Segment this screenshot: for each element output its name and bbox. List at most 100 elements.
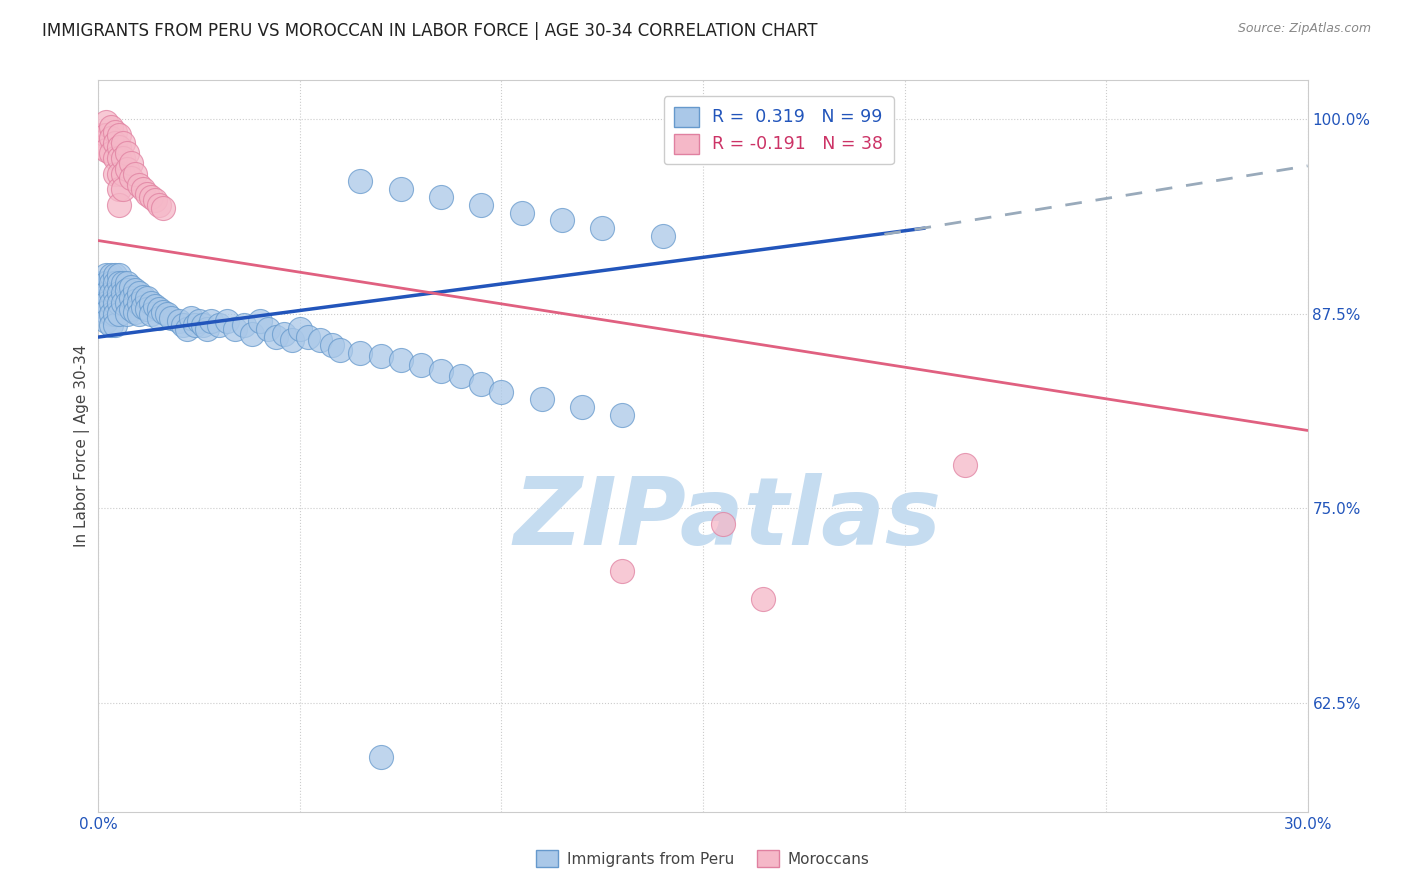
Point: [91, 291, 114, 305]
Point: [107, 307, 129, 321]
Text: Source: ZipAtlas.com: Source: ZipAtlas.com: [1237, 22, 1371, 36]
Point: [152, 305, 174, 319]
Point: [217, 314, 239, 328]
Point: [96, 268, 118, 282]
Point: [96, 128, 118, 142]
Point: [132, 182, 155, 196]
Point: [120, 155, 142, 169]
Point: [107, 128, 129, 142]
Point: [96, 115, 118, 129]
Point: [470, 198, 492, 212]
Point: [96, 314, 118, 328]
Point: [152, 201, 174, 215]
Point: [135, 291, 157, 305]
Point: [91, 284, 114, 298]
Point: [450, 368, 472, 383]
Point: [115, 161, 138, 176]
Point: [100, 307, 122, 321]
Point: [103, 136, 125, 150]
Point: [224, 322, 246, 336]
Point: [430, 364, 453, 378]
Point: [103, 295, 125, 310]
Point: [103, 125, 125, 139]
Point: [193, 318, 215, 332]
Point: [711, 516, 734, 531]
Y-axis label: In Labor Force | Age 30-34: In Labor Force | Age 30-34: [75, 344, 90, 548]
Point: [128, 295, 150, 310]
Point: [591, 221, 613, 235]
Point: [132, 301, 155, 315]
Point: [100, 276, 122, 290]
Point: [103, 286, 125, 301]
Point: [120, 301, 142, 316]
Point: [273, 326, 295, 341]
Point: [91, 128, 114, 142]
Point: [135, 301, 157, 316]
Point: [107, 276, 129, 290]
Point: [96, 276, 118, 290]
Point: [510, 205, 533, 219]
Point: [148, 198, 170, 212]
Point: [321, 338, 343, 352]
Point: [297, 330, 319, 344]
Point: [612, 408, 634, 422]
Point: [107, 167, 129, 181]
Point: [100, 286, 122, 301]
Point: [120, 291, 142, 305]
Point: [91, 276, 114, 290]
Point: [200, 314, 222, 328]
Point: [100, 120, 122, 134]
Point: [208, 318, 231, 332]
Point: [491, 384, 513, 399]
Point: [148, 301, 170, 316]
Point: [167, 314, 190, 328]
Point: [156, 307, 179, 321]
Text: ZIPatlas: ZIPatlas: [513, 473, 941, 566]
Point: [135, 186, 157, 201]
Point: [124, 167, 146, 181]
Point: [184, 318, 207, 332]
Point: [470, 376, 492, 391]
Point: [128, 307, 150, 321]
Point: [288, 322, 311, 336]
Point: [530, 392, 553, 407]
Point: [752, 591, 775, 606]
Point: [107, 182, 129, 196]
Point: [409, 358, 432, 372]
Point: [103, 276, 125, 290]
Point: [103, 307, 125, 321]
Point: [132, 290, 155, 304]
Point: [100, 295, 122, 310]
Point: [115, 276, 138, 290]
Point: [349, 345, 371, 359]
Point: [91, 140, 114, 154]
Point: [651, 228, 673, 243]
Point: [612, 564, 634, 578]
Point: [103, 268, 125, 282]
Point: [176, 322, 198, 336]
Point: [124, 284, 146, 298]
Point: [349, 174, 371, 188]
Point: [160, 311, 183, 326]
Point: [195, 322, 218, 336]
Point: [100, 268, 122, 282]
Point: [124, 305, 146, 319]
Point: [139, 190, 162, 204]
Point: [389, 182, 412, 196]
Point: [120, 280, 142, 294]
Point: [107, 198, 129, 212]
Point: [370, 750, 392, 764]
Point: [188, 314, 211, 328]
Point: [111, 286, 134, 301]
Point: [172, 318, 194, 332]
Point: [107, 140, 129, 154]
Point: [107, 151, 129, 165]
Point: [100, 146, 122, 161]
Point: [571, 400, 593, 414]
Point: [180, 311, 202, 326]
Point: [111, 182, 134, 196]
Point: [128, 178, 150, 192]
Point: [111, 167, 134, 181]
Point: [96, 286, 118, 301]
Point: [264, 330, 287, 344]
